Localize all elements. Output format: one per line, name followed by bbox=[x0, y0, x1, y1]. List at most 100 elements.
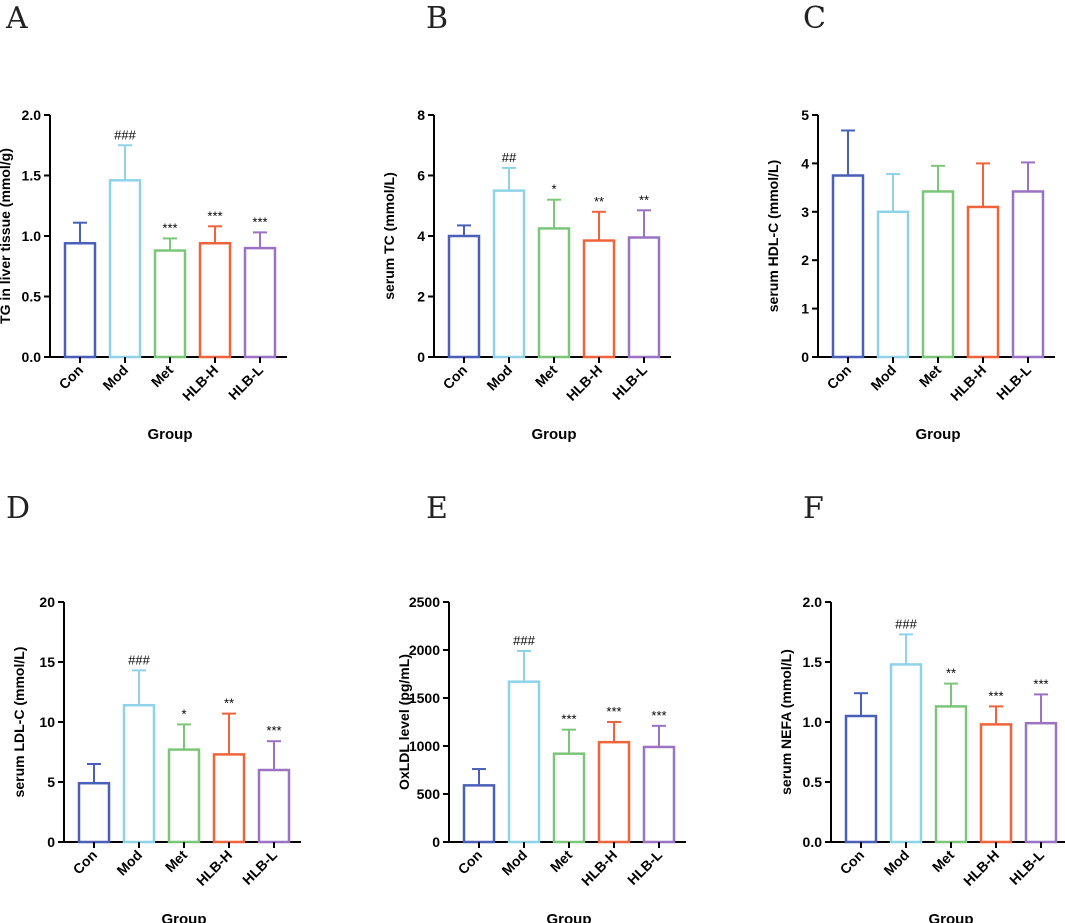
y-tick-label: 4 bbox=[417, 228, 425, 244]
significance-label: ### bbox=[513, 633, 535, 648]
x-axis-label: Group bbox=[148, 426, 193, 443]
significance-label: ### bbox=[114, 127, 136, 142]
y-tick-label: 2000 bbox=[409, 642, 440, 658]
y-tick-label: 10 bbox=[39, 714, 55, 730]
bar-mod bbox=[507, 680, 541, 844]
bar-hlb-l bbox=[243, 246, 277, 359]
y-tick-label: 0.5 bbox=[803, 774, 823, 790]
y-axis-label: serum LDL-C (mmol/L) bbox=[11, 647, 27, 798]
significance-label: *** bbox=[1033, 676, 1048, 691]
panel-letter: A bbox=[5, 1, 28, 36]
y-tick-label: 0.5 bbox=[22, 289, 42, 305]
y-tick-label: 1 bbox=[801, 301, 809, 317]
category-label: Con bbox=[455, 847, 486, 878]
category-label: Mod bbox=[113, 847, 145, 879]
chart-panel-f: F 0.0 0.5 1.0 1.5 2.0 Con ### Mod ** Met *** HLB-H **… bbox=[778, 491, 1065, 923]
significance-label: *** bbox=[207, 208, 222, 223]
category-label: HLB-L bbox=[239, 847, 280, 888]
bar-con bbox=[462, 784, 496, 844]
bar-hlb-h bbox=[198, 242, 232, 359]
significance-label: *** bbox=[266, 723, 281, 738]
y-tick-label: 15 bbox=[39, 654, 55, 670]
panel-letter: C bbox=[803, 1, 826, 36]
category-label: Con bbox=[824, 362, 855, 393]
y-tick-label: 2 bbox=[417, 289, 425, 305]
category-label: HLB-H bbox=[193, 847, 235, 889]
y-axis-label: serum HDL-C (mmol/L) bbox=[765, 160, 781, 312]
category-label: Con bbox=[56, 362, 87, 393]
y-axis-label: serum TC (mmol/L) bbox=[381, 172, 397, 300]
bar-met bbox=[167, 748, 201, 844]
category-label: Mod bbox=[880, 847, 912, 879]
x-axis-label: Group bbox=[916, 426, 961, 443]
x-axis-label: Group bbox=[532, 426, 577, 443]
y-tick-label: 0 bbox=[417, 349, 425, 365]
category-label: HLB-H bbox=[947, 362, 989, 404]
bar-con bbox=[831, 174, 865, 359]
y-tick-label: 0 bbox=[801, 349, 809, 365]
y-tick-label: 1.5 bbox=[22, 168, 42, 184]
category-label: Con bbox=[70, 847, 101, 878]
category-label: HLB-L bbox=[1006, 847, 1047, 888]
category-label: Met bbox=[929, 847, 958, 876]
bar-mod bbox=[889, 663, 923, 844]
y-tick-label: 1.0 bbox=[22, 228, 42, 244]
bar-con bbox=[844, 714, 878, 844]
significance-label: ** bbox=[224, 696, 234, 711]
chart-panel-e: E 0 500 1000 1500 2000 2500 Con ### Mod *** Met *** H… bbox=[396, 491, 686, 923]
category-label: Con bbox=[837, 847, 868, 878]
y-tick-label: 1000 bbox=[409, 738, 440, 754]
significance-label: *** bbox=[651, 708, 666, 723]
category-label: HLB-L bbox=[993, 362, 1034, 403]
y-tick-label: 5 bbox=[47, 774, 55, 790]
y-tick-label: 0 bbox=[47, 834, 55, 850]
x-axis-label: Group bbox=[162, 911, 207, 923]
significance-label: * bbox=[551, 182, 556, 197]
category-label: Met bbox=[916, 362, 945, 391]
bar-con bbox=[63, 242, 97, 359]
bar-met bbox=[537, 227, 571, 359]
significance-label: ** bbox=[946, 666, 956, 681]
y-tick-label: 20 bbox=[39, 594, 55, 610]
bar-hlb-h bbox=[212, 753, 246, 844]
significance-label: *** bbox=[162, 220, 177, 235]
y-tick-label: 3 bbox=[801, 204, 809, 220]
bar-hlb-h bbox=[979, 723, 1013, 844]
category-label: Met bbox=[532, 362, 561, 391]
significance-label: ** bbox=[639, 192, 649, 207]
category-label: HLB-H bbox=[563, 362, 605, 404]
significance-label: *** bbox=[988, 688, 1003, 703]
y-tick-label: 5 bbox=[801, 107, 809, 123]
category-label: Mod bbox=[867, 362, 899, 394]
category-label: HLB-H bbox=[960, 847, 1002, 889]
category-label: HLB-L bbox=[609, 362, 650, 403]
significance-label: *** bbox=[252, 214, 267, 229]
y-tick-label: 0.0 bbox=[803, 834, 823, 850]
chart-panel-d: D 0 5 10 15 20 Con ### Mod * Met ** HLB-H *** HLB-L ser… bbox=[6, 491, 301, 923]
y-tick-label: 1.0 bbox=[803, 714, 823, 730]
bar-hlb-l bbox=[1024, 721, 1058, 844]
category-label: Con bbox=[440, 362, 471, 393]
bar-mod bbox=[492, 189, 526, 359]
bar-mod bbox=[108, 179, 142, 359]
y-tick-label: 2 bbox=[801, 252, 809, 268]
category-label: HLB-H bbox=[578, 847, 620, 889]
category-label: HLB-L bbox=[225, 362, 266, 403]
bar-met bbox=[552, 752, 586, 844]
bar-hlb-h bbox=[966, 205, 1000, 359]
significance-label: ### bbox=[128, 652, 150, 667]
panel-letter: D bbox=[6, 491, 30, 526]
bar-mod bbox=[122, 703, 156, 844]
bar-hlb-h bbox=[582, 239, 616, 359]
panel-letter: E bbox=[426, 491, 448, 526]
chart-panel-b: B 0 2 4 6 8 Con ## Mod * Met ** HLB-H ** HLB-L serum TC… bbox=[381, 1, 671, 443]
significance-label: *** bbox=[606, 704, 621, 719]
bar-hlb-l bbox=[1011, 190, 1045, 359]
category-label: Met bbox=[547, 847, 576, 876]
category-label: HLB-H bbox=[179, 362, 221, 404]
y-axis-label: serum NEFA (mmol/L) bbox=[778, 649, 794, 795]
significance-label: ## bbox=[502, 150, 517, 165]
significance-label: * bbox=[181, 706, 186, 721]
x-axis-label: Group bbox=[547, 911, 592, 923]
